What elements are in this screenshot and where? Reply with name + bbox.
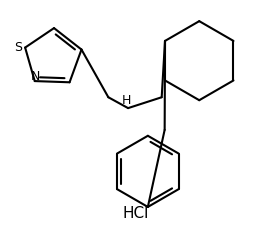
Text: S: S <box>14 41 22 54</box>
Text: H: H <box>121 94 131 107</box>
Text: HCl: HCl <box>123 206 149 221</box>
Text: N: N <box>31 70 41 83</box>
